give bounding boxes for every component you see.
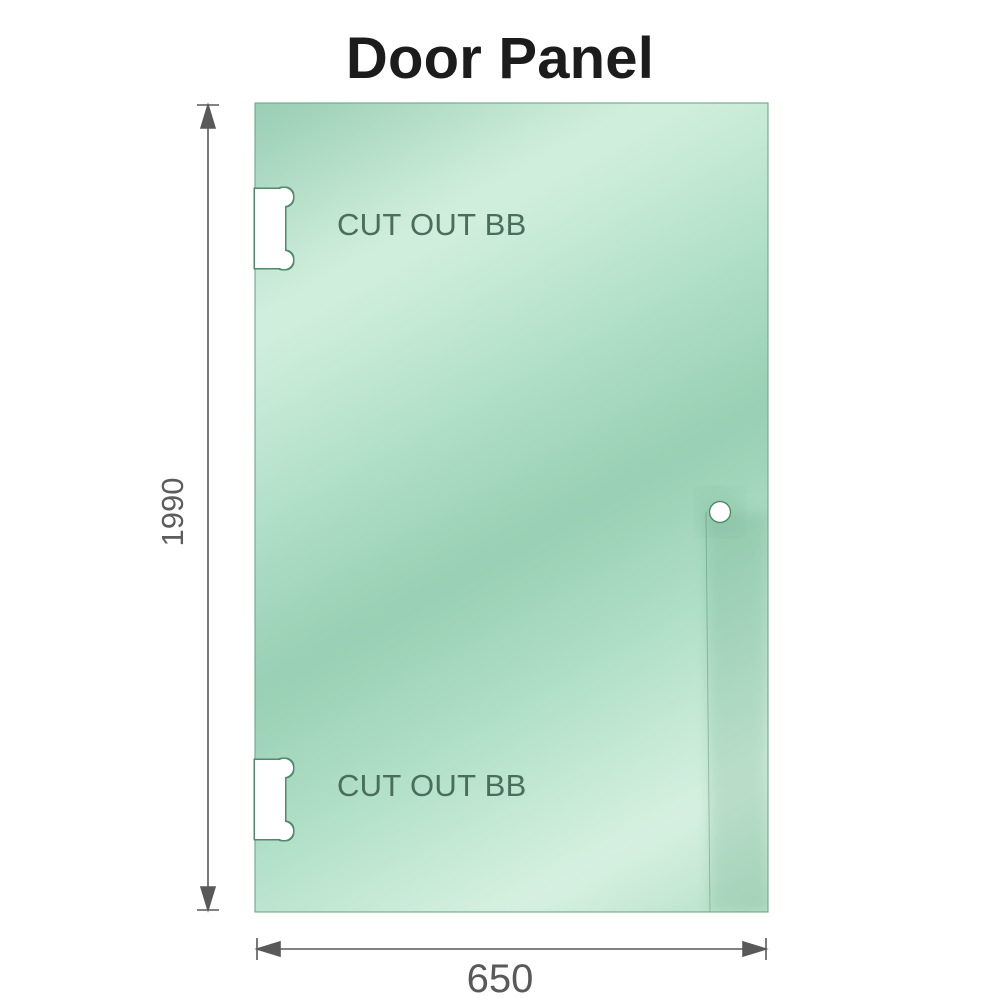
svg-text:CUT OUT BB: CUT OUT BB xyxy=(337,768,527,803)
svg-text:1990: 1990 xyxy=(155,478,190,547)
svg-text:CUT OUT BB: CUT OUT BB xyxy=(337,207,527,242)
svg-text:650: 650 xyxy=(467,957,534,1000)
